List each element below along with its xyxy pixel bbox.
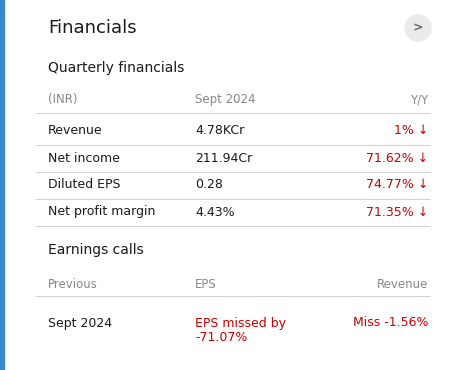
Text: 71.35% ↓: 71.35% ↓: [366, 205, 428, 219]
Text: EPS: EPS: [195, 278, 217, 290]
Text: 4.43%: 4.43%: [195, 205, 235, 219]
Circle shape: [405, 15, 431, 41]
Text: 4.78KCr: 4.78KCr: [195, 124, 244, 138]
Text: Net income: Net income: [48, 151, 120, 165]
Text: Previous: Previous: [48, 278, 98, 290]
Text: -71.07%: -71.07%: [195, 331, 248, 344]
Text: 71.62% ↓: 71.62% ↓: [366, 151, 428, 165]
Text: Miss -1.56%: Miss -1.56%: [353, 316, 428, 330]
Text: 1% ↓: 1% ↓: [394, 124, 428, 138]
Text: Diluted EPS: Diluted EPS: [48, 178, 120, 192]
Text: Earnings calls: Earnings calls: [48, 243, 144, 257]
Text: >: >: [413, 21, 423, 34]
Text: 0.28: 0.28: [195, 178, 223, 192]
Text: Financials: Financials: [48, 19, 136, 37]
Text: 211.94Cr: 211.94Cr: [195, 151, 252, 165]
Text: Sept 2024: Sept 2024: [48, 316, 112, 330]
Text: Revenue: Revenue: [377, 278, 428, 290]
Text: Sept 2024: Sept 2024: [195, 94, 255, 107]
Text: EPS missed by: EPS missed by: [195, 317, 286, 330]
Text: (INR): (INR): [48, 94, 77, 107]
Text: 74.77% ↓: 74.77% ↓: [366, 178, 428, 192]
Text: Revenue: Revenue: [48, 124, 103, 138]
Bar: [0, 0, 4, 370]
Text: Net profit margin: Net profit margin: [48, 205, 155, 219]
Text: Y/Y: Y/Y: [410, 94, 428, 107]
Text: Quarterly financials: Quarterly financials: [48, 61, 184, 75]
